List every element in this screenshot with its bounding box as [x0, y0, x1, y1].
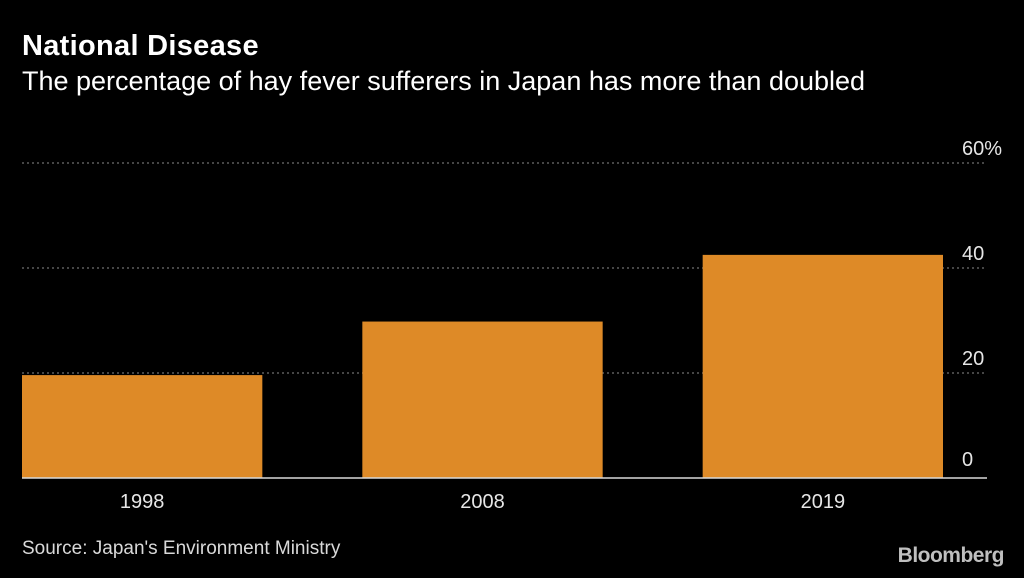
x-tick-label-1998: 1998 [120, 491, 165, 513]
bar-2008 [362, 321, 603, 478]
y-tick-label-40: 40 [962, 243, 984, 265]
bloomberg-logo: Bloomberg [897, 544, 1005, 567]
y-tick-label-60: 60% [962, 138, 1002, 160]
chart-title: National Disease [22, 30, 259, 62]
y-tick-label-20: 20 [962, 348, 984, 370]
x-tick-label-2008: 2008 [460, 491, 505, 513]
source-note: Source: Japan's Environment Ministry [22, 538, 341, 559]
x-tick-label-2019: 2019 [801, 491, 846, 513]
bar-1998 [22, 375, 263, 478]
y-tick-label-0: 0 [962, 449, 973, 471]
chart-subtitle: The percentage of hay fever sufferers in… [22, 66, 866, 96]
bar-2019 [702, 254, 943, 478]
